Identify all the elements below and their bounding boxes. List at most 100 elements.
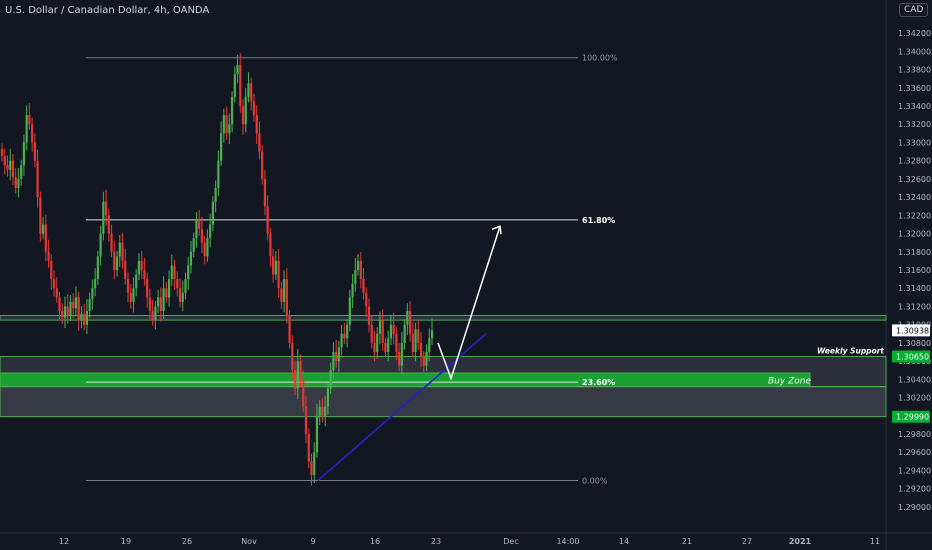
y-tick-label: 1.31200	[898, 302, 931, 311]
candle-body	[31, 124, 34, 143]
candle-body	[41, 224, 45, 234]
candle-body	[176, 279, 179, 289]
candle-body	[428, 338, 431, 352]
candle-body	[345, 324, 349, 339]
candle-body	[291, 342, 294, 371]
candle-body	[189, 251, 193, 266]
candle-body	[236, 65, 239, 75]
price-label-box	[892, 410, 930, 423]
candle-body	[69, 301, 72, 316]
candle-body	[187, 265, 190, 280]
candle-body	[285, 279, 288, 316]
candle-body	[241, 106, 245, 125]
candle-body	[206, 238, 209, 257]
candle-body	[373, 342, 376, 352]
candle-body	[348, 297, 351, 325]
x-tick-label: 14:00	[556, 537, 579, 546]
candle-body	[17, 178, 20, 188]
candle-body	[340, 333, 343, 348]
candle-body	[96, 256, 99, 280]
currency-badge[interactable]: CAD	[899, 3, 929, 17]
candle-body	[381, 320, 384, 343]
y-tick-label: 1.33800	[898, 66, 931, 75]
y-tick-label: 1.32800	[898, 157, 931, 166]
y-tick-label: 1.34200	[898, 29, 931, 38]
y-tick-label: 1.33600	[898, 84, 931, 93]
candle-body	[356, 260, 360, 270]
candle-body	[94, 279, 97, 289]
candle-body	[406, 311, 409, 325]
candle-body	[107, 215, 110, 234]
candle-body	[91, 288, 94, 300]
candle-body	[233, 74, 236, 97]
candle-body	[47, 251, 50, 261]
chart-title[interactable]: U.S. Dollar / Canadian Dollar, 4h, OANDA	[5, 5, 210, 16]
candle-body	[115, 256, 119, 270]
candle-body	[209, 224, 212, 239]
candle-body	[77, 297, 80, 321]
candle-body	[151, 311, 154, 321]
candle-body	[252, 101, 256, 116]
y-tick-label: 1.29800	[898, 430, 931, 439]
candle-body	[162, 288, 165, 311]
price-label-box	[892, 350, 930, 363]
candle-body	[55, 288, 58, 298]
x-tick-label: 9	[310, 537, 315, 546]
candle-body	[250, 83, 253, 102]
candle-body	[214, 188, 217, 202]
candle-body	[365, 292, 368, 307]
candle-body	[299, 361, 302, 380]
projection-arrow	[437, 226, 501, 381]
candle-body	[367, 306, 371, 325]
x-tick-label: Dec	[503, 537, 518, 546]
candle-body	[200, 229, 204, 243]
y-tick-label: 1.29600	[898, 448, 931, 457]
candle-body	[398, 352, 401, 366]
candle-body	[228, 124, 231, 134]
candle-body	[181, 292, 184, 302]
candle-body	[403, 324, 406, 343]
candle-body	[52, 279, 56, 289]
candle-body	[9, 160, 12, 170]
candle-body	[159, 297, 162, 311]
y-tick-label: 1.31800	[898, 248, 931, 257]
x-tick-label: 2021	[789, 537, 812, 546]
candle-body	[283, 279, 286, 302]
candle-body	[277, 260, 280, 289]
price-label: 1.29990	[896, 413, 929, 422]
y-tick-label: 1.29200	[898, 485, 931, 494]
candle-body	[222, 115, 225, 134]
candle-body	[102, 201, 105, 234]
fib-label: 23.60%	[582, 378, 615, 387]
candle-body	[244, 96, 247, 125]
candle-body	[167, 279, 171, 298]
y-tick-label: 1.30800	[898, 339, 931, 348]
candle-body	[280, 288, 283, 302]
x-tick-label: 26	[182, 537, 192, 546]
candle-body	[63, 306, 67, 318]
candle-body	[392, 324, 395, 334]
x-tick-label: 27	[742, 537, 752, 546]
fib-label: 100.00%	[582, 54, 618, 63]
candle-body	[184, 279, 187, 293]
candle-body	[198, 219, 201, 229]
candle-body	[25, 115, 28, 143]
candle-body	[113, 251, 116, 270]
candle-body	[307, 434, 310, 462]
candle-body	[387, 338, 390, 352]
x-tick-label: 11	[870, 537, 880, 546]
candle-body	[28, 115, 31, 125]
candle-body	[33, 142, 36, 161]
candle-body	[408, 311, 412, 334]
fib-label: 61.80%	[582, 216, 615, 225]
candle-body	[395, 333, 398, 352]
candle-body	[178, 288, 182, 302]
candle-body	[36, 160, 39, 198]
y-tick-label: 1.29400	[898, 466, 931, 475]
candle-body	[22, 142, 26, 166]
candle-body	[211, 201, 214, 225]
candle-body	[326, 388, 330, 407]
candle-body	[225, 115, 228, 134]
candle-body	[11, 160, 15, 178]
